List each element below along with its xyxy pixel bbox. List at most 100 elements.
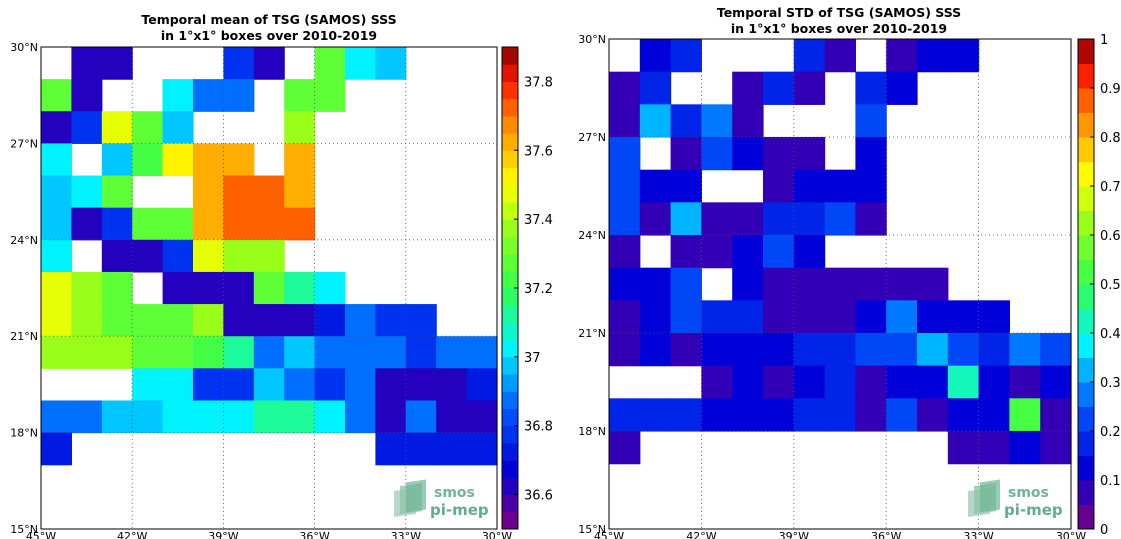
- heatmap-cell: [855, 202, 887, 236]
- heatmap-cell: [609, 300, 641, 334]
- heatmap-cell: [223, 271, 255, 305]
- colorbar-segment: [502, 236, 518, 255]
- colorbar-segment: [502, 305, 518, 323]
- heatmap-cell: [223, 304, 255, 337]
- colorbar-segment: [1078, 161, 1094, 187]
- heatmap-cell: [436, 432, 468, 466]
- y-tick-label: 15°N: [10, 523, 38, 536]
- colorbar-segment: [502, 339, 518, 358]
- x-tick-label: 39°W: [208, 530, 238, 539]
- heatmap-cell: [732, 71, 764, 105]
- colorbar-segment: [1078, 63, 1094, 89]
- heatmap-cell: [253, 400, 285, 434]
- heatmap-cell: [763, 333, 795, 367]
- x-tick-label: 45°W: [594, 530, 624, 539]
- x-tick-label: 39°W: [779, 530, 809, 539]
- heatmap-cell: [253, 304, 285, 337]
- heatmap-cell: [162, 271, 194, 305]
- colorbar-segment: [1078, 88, 1094, 113]
- colorbar-segment: [502, 391, 518, 409]
- heatmap-cell: [1009, 333, 1041, 367]
- heatmap-cell: [793, 137, 826, 171]
- chart-title-line-1: Temporal mean of TSG (SAMOS) SSS: [141, 12, 396, 27]
- heatmap-cell: [253, 239, 285, 273]
- y-axis-ticks: 30°N 27°N 24°N 21°N 18°N 15°N: [578, 33, 606, 536]
- heatmap-cell: [345, 368, 376, 402]
- colorbar-tick-label: 0.6: [1100, 229, 1121, 244]
- heatmap-cell: [639, 267, 672, 301]
- colorbar-segment: [502, 133, 518, 151]
- heatmap-cell: [223, 368, 255, 402]
- heatmap-cell: [793, 267, 826, 301]
- mean-sss-panel: Temporal mean of TSG (SAMOS) SSS in 1°x1…: [10, 12, 553, 539]
- heatmap-cell: [763, 137, 795, 171]
- heatmap-cell: [314, 400, 346, 434]
- colorbar-segment: [1078, 480, 1094, 505]
- heatmap-cell: [405, 336, 437, 369]
- heatmap-cell: [71, 336, 103, 369]
- colorbar-segment: [1078, 284, 1094, 309]
- heatmap-cell: [917, 333, 949, 367]
- colorbar-segment: [1078, 455, 1094, 481]
- smos-pi-mep-logo: smos pi-mep: [968, 479, 1063, 519]
- heatmap-cell: [284, 368, 316, 402]
- heatmap-cell: [793, 235, 826, 269]
- heatmap-cell: [193, 368, 224, 402]
- heatmap-cell: [101, 336, 133, 369]
- x-axis-ticks: 45°W 42°W 39°W 36°W 33°W 30°W: [594, 530, 1086, 539]
- logo-text-smos: smos: [434, 485, 475, 501]
- heatmap-cell: [947, 365, 980, 399]
- heatmap-cell: [466, 336, 498, 369]
- heatmap-cell: [886, 300, 918, 334]
- heatmap-cell: [193, 271, 224, 305]
- heatmap-cell: [639, 104, 672, 138]
- heatmap-cell: [1040, 365, 1072, 399]
- colorbar-segment: [502, 408, 518, 427]
- heatmap-cell: [436, 400, 468, 434]
- heatmap-cell: [732, 365, 764, 399]
- heatmap-cell: [284, 143, 316, 177]
- heatmap-cell: [670, 169, 702, 203]
- heatmap-cell: [639, 169, 672, 203]
- heatmap-cell: [609, 202, 641, 236]
- heatmap-cell: [132, 336, 164, 369]
- x-axis-ticks: 45°W 42°W 39°W 36°W 33°W 30°W: [26, 530, 512, 539]
- heatmap-cell: [132, 111, 164, 144]
- heatmap-cell: [375, 336, 407, 369]
- colorbar-segment: [502, 64, 518, 82]
- heatmap-cell: [793, 169, 826, 203]
- colorbar-segment: [502, 184, 518, 203]
- heatmap-cell: [101, 175, 133, 209]
- colorbar-tick-label: 0.1: [1100, 474, 1121, 489]
- heatmap-cell: [71, 271, 103, 305]
- heatmap-cell: [253, 368, 285, 402]
- x-tick-label: 45°W: [26, 530, 56, 539]
- heatmap-cell: [132, 400, 164, 434]
- heatmap-cell: [732, 104, 764, 138]
- colorbar: 0 0.1 0.2 0.3 0.4 0.5 0.6 0.7 0.8 0.9 1: [1077, 33, 1121, 538]
- heatmap-cell: [824, 202, 856, 236]
- heatmap-cell: [101, 111, 133, 144]
- heatmap-cell: [405, 368, 437, 402]
- x-tick-label: 36°W: [299, 530, 329, 539]
- heatmap-cells: [41, 47, 498, 466]
- heatmap-cell: [162, 368, 194, 402]
- y-tick-label: 24°N: [10, 234, 38, 247]
- colorbar-segment: [502, 425, 518, 444]
- heatmap-cell: [701, 137, 733, 171]
- colorbar-tick-label: 0.3: [1100, 376, 1121, 391]
- heatmap-cell: [824, 365, 856, 399]
- heatmap-cell: [886, 398, 918, 432]
- heatmap-cell: [855, 333, 887, 367]
- heatmap-cell: [793, 39, 826, 73]
- heatmap-cell: [223, 175, 255, 209]
- heatmap-cell: [886, 365, 918, 399]
- colorbar-segment: [1078, 504, 1094, 530]
- heatmap-cell: [763, 365, 795, 399]
- colorbar-segment: [1078, 333, 1094, 358]
- heatmap-cell: [345, 336, 376, 369]
- heatmap-cell: [886, 71, 918, 105]
- heatmap-cell: [284, 207, 316, 241]
- plot-frame: [40, 46, 498, 530]
- heatmap-cell: [670, 333, 702, 367]
